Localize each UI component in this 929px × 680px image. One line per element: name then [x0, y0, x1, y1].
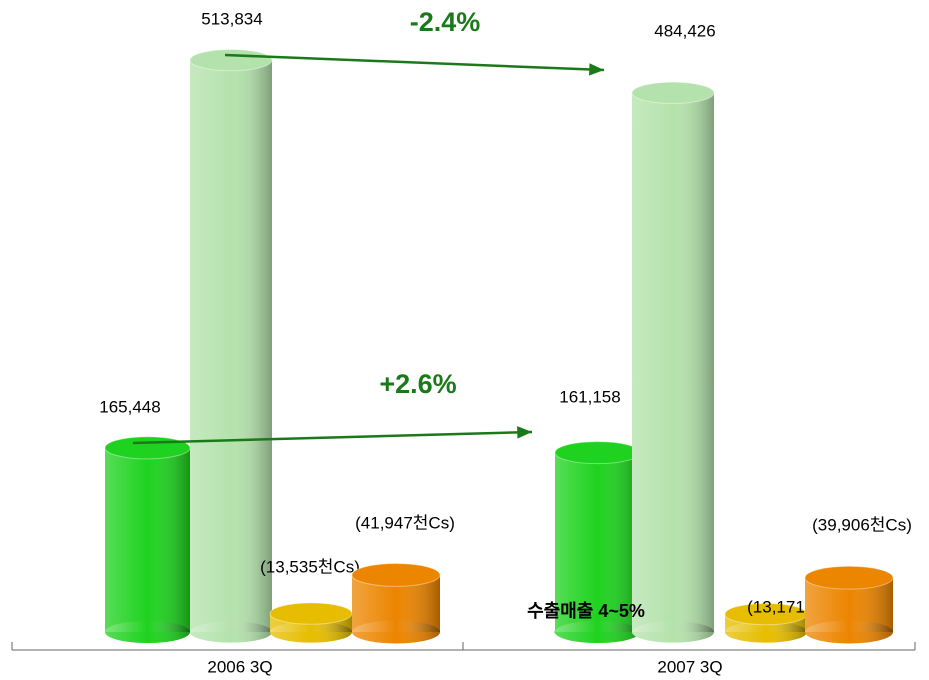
- x-tick-label: 2006 3Q: [207, 657, 272, 676]
- bottom-shade: [352, 620, 440, 644]
- cylinder-top: [269, 602, 353, 625]
- bar-shade: [105, 447, 190, 632]
- value-label: 165,448: [99, 397, 160, 416]
- annotation: 수출매출 4~5%: [527, 601, 645, 621]
- value-label: (41,947천Cs): [355, 513, 455, 532]
- x-tick-label: 2007 3Q: [657, 657, 722, 676]
- annotation: +2.6%: [379, 369, 456, 399]
- arrow-head: [517, 426, 532, 439]
- value-label: 161,158: [559, 387, 620, 406]
- cylinder-top: [189, 48, 273, 72]
- annotation: -2.4%: [410, 7, 481, 37]
- value-label: (39,906천Cs): [812, 515, 912, 534]
- bottom-shade: [632, 621, 714, 643]
- bottom-shade: [105, 620, 190, 644]
- cylinder-top: [104, 436, 191, 460]
- value-label: 484,426: [654, 21, 715, 40]
- bottom-shade: [555, 620, 640, 644]
- arrow: [224, 53, 605, 72]
- cylinder-top: [554, 441, 641, 465]
- bottom-shade: [270, 621, 352, 643]
- cylinder-top: [804, 565, 894, 590]
- cylinder-top: [631, 81, 715, 104]
- bottom-shade: [805, 620, 893, 644]
- arrow-head: [589, 63, 604, 76]
- bar-shade: [190, 60, 272, 632]
- bottom-shade: [190, 621, 272, 643]
- bar-shade: [555, 452, 640, 632]
- cylinder-top: [351, 563, 441, 587]
- arrow: [132, 430, 533, 445]
- bar-shade: [632, 92, 714, 632]
- value-label: 513,834: [201, 9, 262, 28]
- bottom-shade: [725, 621, 807, 643]
- value-label: (13,535천Cs): [260, 557, 360, 576]
